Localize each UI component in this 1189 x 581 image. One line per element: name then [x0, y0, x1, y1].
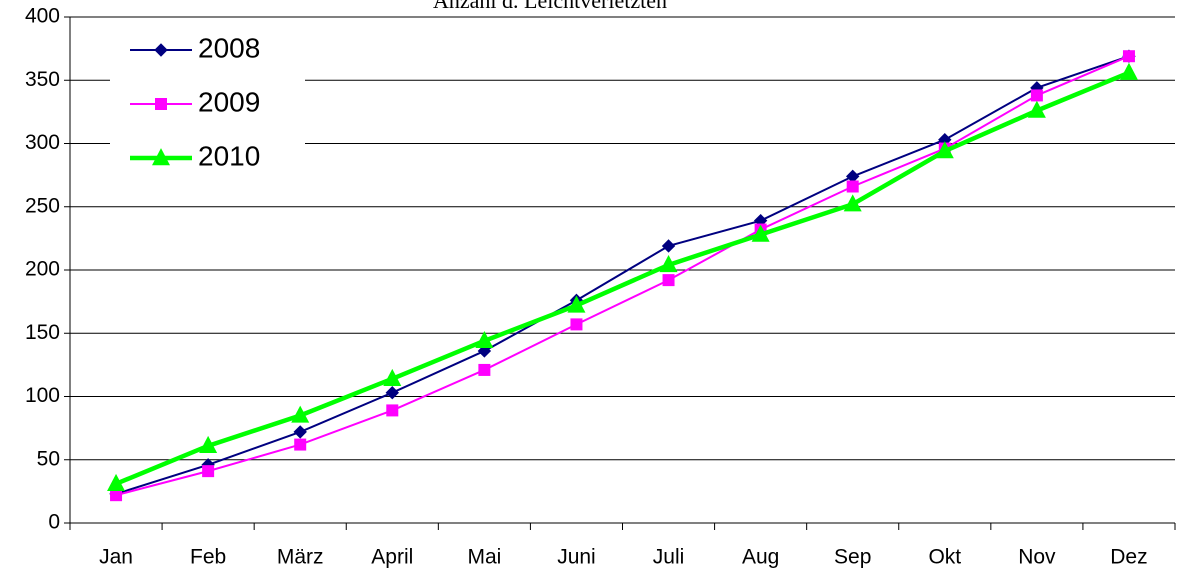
y-tick-label: 0 [48, 511, 60, 534]
marker [152, 148, 170, 166]
marker [110, 489, 123, 502]
x-tick-label: Aug [742, 546, 779, 569]
legend-box [110, 25, 305, 190]
x-tick-label: Feb [190, 546, 226, 569]
marker [1027, 100, 1046, 118]
series-line [115, 55, 1130, 495]
legend-label: 2008 [198, 32, 260, 63]
marker [1030, 89, 1043, 102]
y-tick-label: 300 [25, 131, 60, 154]
x-tick-label: Dez [1110, 546, 1147, 569]
marker [199, 435, 218, 454]
legend-label: 2009 [198, 86, 260, 117]
marker [935, 141, 954, 159]
marker [1122, 50, 1135, 63]
x-tick-label: Juli [653, 546, 685, 569]
x-tick-label: Nov [1018, 546, 1056, 569]
marker [751, 224, 770, 242]
marker [1119, 62, 1138, 80]
marker [293, 425, 307, 439]
x-tick-label: April [371, 546, 413, 569]
legend-label: 2010 [198, 140, 260, 171]
marker [843, 194, 862, 212]
marker [154, 43, 168, 57]
x-tick-label: Okt [928, 546, 961, 569]
chart-title: Anzahl d. Leichtverletzten [433, 0, 667, 13]
marker [202, 465, 215, 478]
marker [383, 368, 402, 386]
series-line [115, 70, 1130, 486]
marker [662, 274, 675, 287]
y-tick-label: 250 [25, 194, 60, 217]
marker [661, 239, 676, 253]
marker [386, 404, 399, 417]
y-tick-label: 400 [25, 5, 60, 28]
marker [570, 318, 583, 331]
marker [475, 330, 494, 349]
y-tick-label: 150 [25, 321, 60, 344]
marker [294, 438, 307, 451]
series-line [115, 55, 1130, 497]
x-tick-label: März [277, 546, 324, 569]
y-tick-label: 100 [25, 384, 60, 407]
marker [478, 363, 491, 376]
marker [107, 473, 126, 491]
x-tick-label: Juni [557, 546, 596, 569]
marker [659, 255, 678, 273]
y-tick-label: 50 [37, 447, 60, 470]
marker [385, 385, 399, 400]
marker [155, 98, 167, 110]
x-tick-label: Mai [467, 546, 501, 569]
y-tick-label: 200 [25, 258, 60, 281]
x-tick-label: Sep [834, 546, 871, 569]
marker [291, 405, 310, 423]
marker [846, 180, 859, 193]
x-tick-label: Jan [99, 546, 133, 569]
y-tick-label: 350 [25, 68, 60, 91]
marker [567, 295, 586, 313]
